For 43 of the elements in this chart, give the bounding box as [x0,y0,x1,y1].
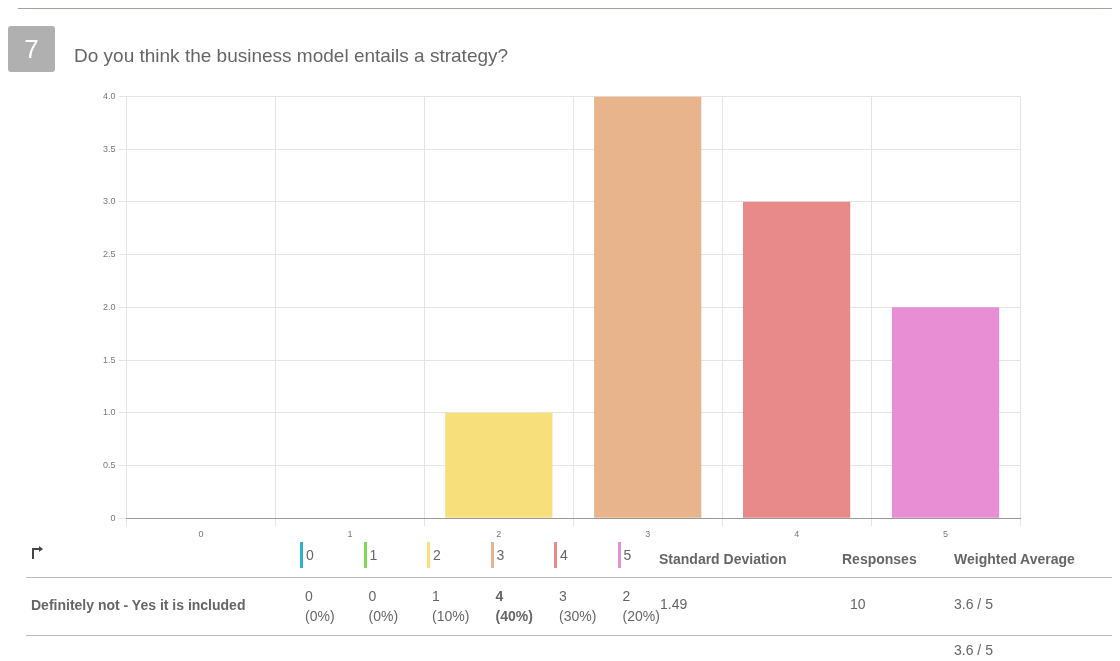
text: (30%) [559,607,597,626]
y-tick-label: 0.5 [103,459,116,470]
x-tick-label: 1 [347,529,353,540]
y-tick-label: 1.5 [103,354,116,365]
x-tick-label: 5 [943,529,949,540]
text: (0%) [368,607,399,626]
text: 10 [850,596,866,612]
y-tick-label: 3.0 [103,196,116,207]
text: Weighted Average [954,551,1075,567]
text: 7 [8,26,55,72]
category-label: 2 [622,588,631,604]
text: (0%) [305,607,335,626]
text: Standard Deviation [659,551,787,567]
text: 4 [560,547,568,563]
text: 1 [369,547,378,563]
text: 1.49 [660,596,688,612]
category-label: 3 [559,588,567,604]
x-tick-label: 2 [496,529,502,540]
category-label: 0 [368,588,377,604]
text: 3.6 / 5 [954,642,993,659]
y-tick-label: 2.5 [103,249,116,260]
x-tick-label: 0 [198,529,204,540]
y-tick-label: 1.0 [103,407,116,418]
y-tick-label: 3.5 [103,143,116,154]
text: (10%) [432,607,470,626]
text: 0 [306,547,314,563]
text: 3.6 / 5 [954,596,993,612]
category-label: 1 [432,588,440,604]
x-tick-label: 4 [794,529,800,540]
y-tick-label: 0 [110,512,116,523]
text: 2 [433,547,441,563]
category-label: 4 [495,588,504,604]
chart-title: Do you think the business model entails a strategy? [74,45,509,67]
x-tick-label: 3 [645,529,651,540]
text: (20%) [622,607,660,626]
text: 0 [305,587,314,606]
y-tick-label: 2.0 [103,301,116,312]
text: Definitely not - Yes it is included [31,597,246,613]
y-tick-label: 4.0 [103,90,116,101]
text: Responses [842,551,917,567]
text: 3 [496,547,505,563]
category-label: 5 [623,547,632,563]
text: (40%) [495,607,533,626]
